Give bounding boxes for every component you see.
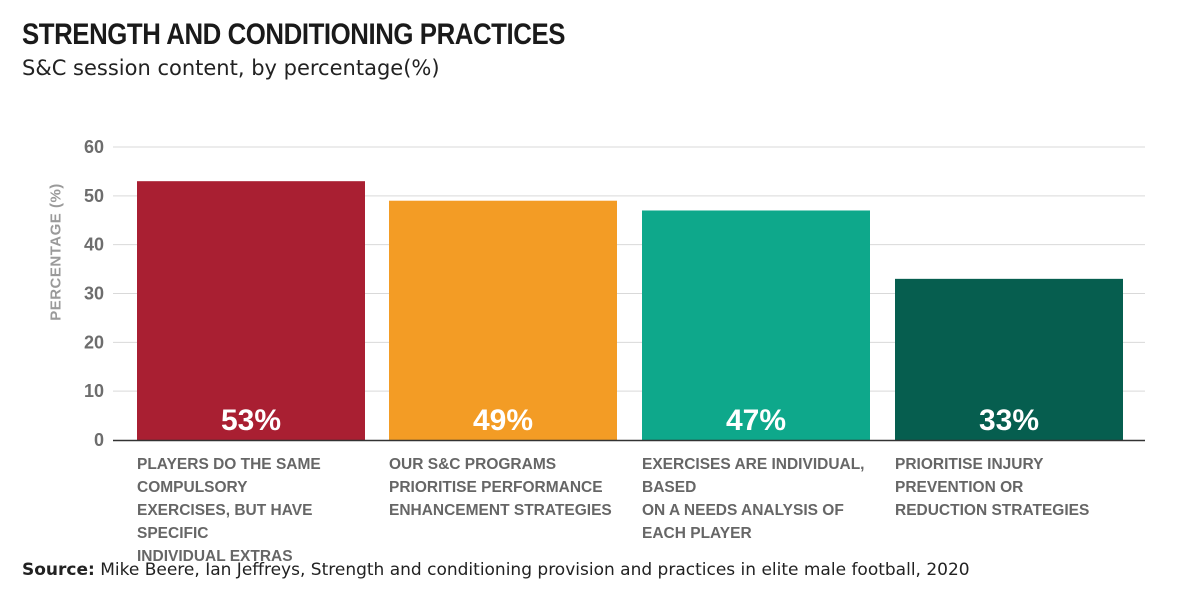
bar — [642, 210, 870, 440]
bar-value-label: 49% — [473, 404, 533, 437]
y-tick-label: 30 — [84, 284, 104, 304]
y-tick-label: 50 — [84, 186, 104, 206]
bar — [137, 181, 365, 440]
y-tick-label: 0 — [94, 430, 104, 450]
source-text: Mike Beere, Ian Jeffreys, Strength and c… — [100, 560, 970, 580]
y-axis-ticks: 0 10 20 30 40 50 60 — [84, 137, 104, 450]
chart-subtitle: S&C session content, by percentage(%) — [22, 56, 440, 80]
bar-value-label: 33% — [979, 404, 1039, 437]
bar — [895, 278, 1123, 440]
category-label: PLAYERS DO THE SAME COMPULSORY EXERCISES… — [137, 456, 321, 565]
y-tick-label: 60 — [84, 137, 104, 157]
chart-title: STRENGTH AND CONDITIONING PRACTICES — [22, 18, 566, 51]
bar-value-label: 53% — [221, 404, 281, 437]
bars: 53% 49% 47% 33% — [137, 181, 1123, 440]
bar — [389, 200, 617, 440]
y-tick-label: 40 — [84, 235, 104, 255]
category-label: PRIORITISE INJURY PREVENTION OR REDUCTIO… — [895, 456, 1090, 519]
y-tick-label: 20 — [84, 332, 104, 352]
category-label: EXERCISES ARE INDIVIDUAL, BASED ON A NEE… — [642, 456, 865, 542]
source-note: Source: Mike Beere, Ian Jeffreys, Streng… — [22, 560, 970, 580]
bar-value-label: 47% — [726, 404, 786, 437]
y-tick-label: 10 — [84, 381, 104, 401]
category-label: OUR S&C PROGRAMS PRIORITISE PERFORMANCE … — [389, 456, 612, 519]
source-label: Source: — [22, 560, 95, 580]
